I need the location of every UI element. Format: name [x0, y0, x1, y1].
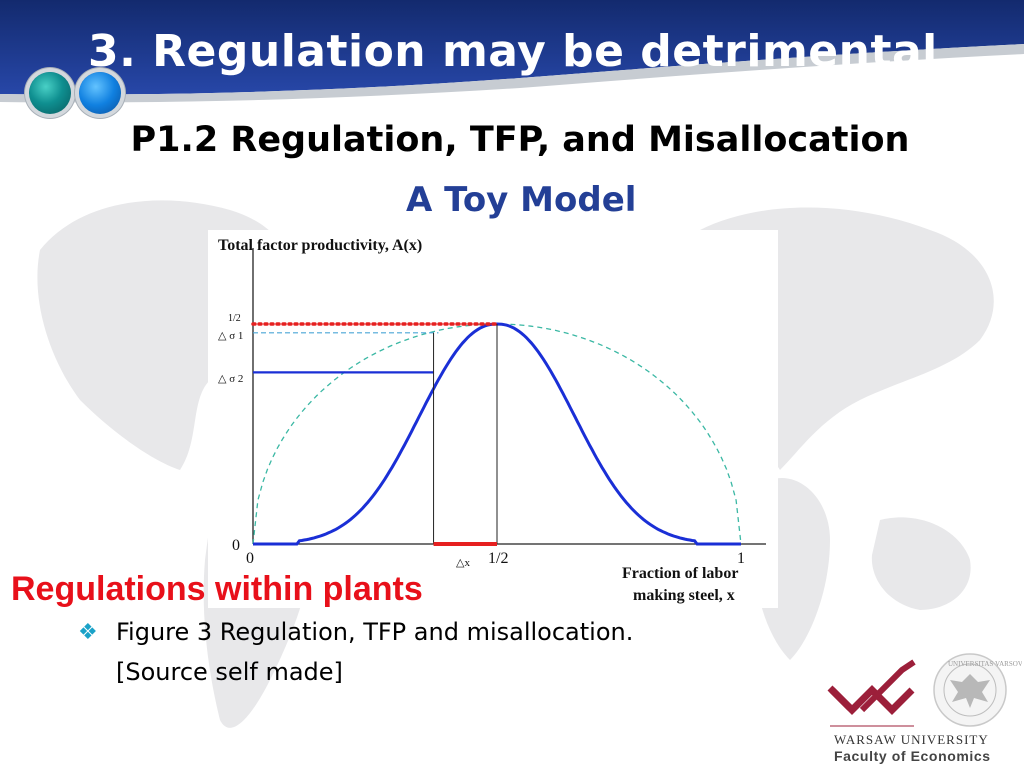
- y-annotation-delta-sigma2: △ σ 2: [218, 373, 243, 385]
- x-annotation-delta-x: △x: [456, 557, 470, 569]
- x-tick-half: 1/2: [488, 550, 508, 567]
- university-name: Warsaw University: [834, 732, 989, 747]
- blue-orb-icon: [79, 72, 121, 114]
- faculty-name: Faculty of Economics: [834, 748, 991, 764]
- zigzag-logo-icon: [827, 659, 916, 715]
- seal-text: UNIVERSITAS VARSOVIENSIS: [948, 660, 1022, 668]
- x-axis-label-line1: Fraction of labor: [622, 565, 738, 582]
- x-axis-label-line2: making steel, x: [633, 587, 735, 604]
- chart-svg: Total factor productivity, A(x) Fraction…: [208, 230, 778, 608]
- eagle-seal-icon: UNIVERSITAS VARSOVIENSIS: [933, 653, 1022, 727]
- diamond-bullet-icon: ❖: [78, 620, 98, 645]
- teal-orb-icon: [29, 72, 71, 114]
- y-tick-0: 0: [232, 537, 240, 554]
- x-tick-0: 0: [246, 550, 254, 567]
- y-axis-label: Total factor productivity, A(x): [218, 237, 422, 254]
- slide-title: 3. Regulation may be detrimental: [88, 26, 938, 77]
- y-annotation-delta-sigma1: △ σ 1: [218, 330, 243, 342]
- section-heading: Regulations within plants: [11, 570, 423, 608]
- tfp-chart: Total factor productivity, A(x) Fraction…: [208, 230, 778, 608]
- figure-caption: Figure 3 Regulation, TFP and misallocati…: [116, 618, 634, 646]
- university-logo: UNIVERSITAS VARSOVIENSIS: [827, 653, 1022, 727]
- x-tick-1: 1: [737, 550, 745, 567]
- slide-subtitle: P1.2 Regulation, TFP, and Misallocation: [130, 120, 910, 160]
- y-annotation-half: 1/2: [228, 313, 241, 324]
- model-title: A Toy Model: [406, 180, 637, 220]
- figure-source: [Source self made]: [116, 658, 343, 686]
